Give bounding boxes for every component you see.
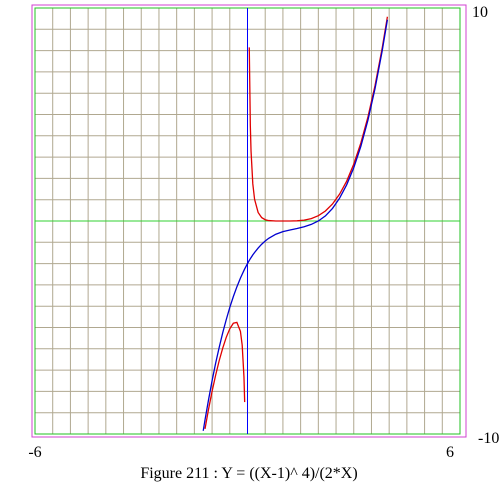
y-tick-label: 10	[472, 4, 488, 21]
x-tick-label: 6	[446, 444, 454, 461]
curve	[204, 16, 389, 430]
frame	[31, 4, 467, 438]
x-tick-label: -6	[28, 444, 41, 461]
y-tick-label: -10	[478, 430, 499, 447]
curve	[202, 19, 389, 431]
chart-title: Figure 211 : Y = ((X-1)^ 4)/(2*X)	[140, 465, 357, 482]
